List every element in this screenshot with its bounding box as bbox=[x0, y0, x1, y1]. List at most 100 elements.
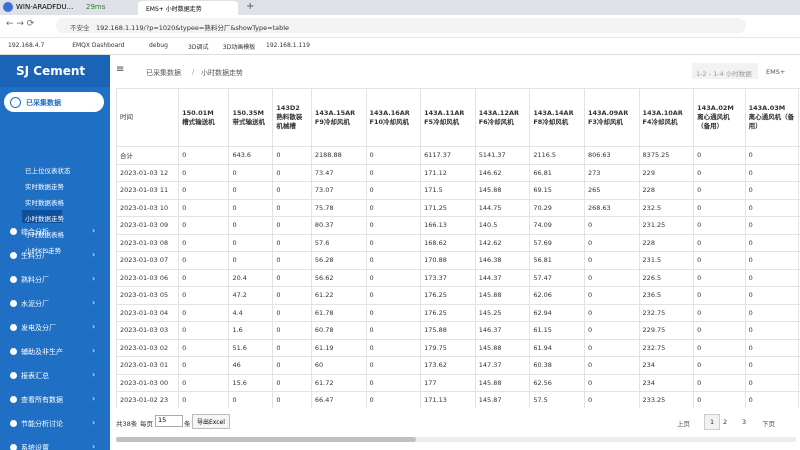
table-cell: 0 bbox=[178, 146, 230, 165]
table-cell: 0 bbox=[272, 268, 312, 287]
table-cell: 273 bbox=[583, 163, 640, 182]
submenu-item[interactable]: 实时数据走势 bbox=[25, 183, 64, 191]
table-row: 2023-01-03 01 0 46 0 60 0 173.62 147.37 60.38 0 23… bbox=[116, 356, 800, 375]
page-number[interactable]: 1 bbox=[704, 414, 721, 430]
table-cell: 0 bbox=[272, 216, 312, 235]
table-cell: 0 bbox=[272, 251, 312, 270]
column-header[interactable]: 150.35M 带式输送机 bbox=[228, 88, 274, 147]
table-cell: 231.25 bbox=[638, 216, 695, 235]
table-cell: 0 bbox=[365, 163, 422, 182]
nav-buttons: ← → ⟳ bbox=[6, 19, 35, 29]
bookmark[interactable]: debug bbox=[149, 42, 168, 49]
table-cell: 60.38 bbox=[529, 356, 585, 375]
tab[interactable]: EMS+ 小时数据走势 bbox=[146, 6, 202, 13]
submenu-item[interactable]: 小时KPI走势 bbox=[25, 247, 62, 255]
table-cell: 2023-01-03 09 bbox=[116, 216, 180, 235]
column-header[interactable]: 时间 bbox=[116, 88, 180, 147]
menu-item[interactable]: 辅助及非生产 bbox=[21, 348, 63, 356]
table-cell: 57.6 bbox=[310, 233, 367, 252]
table-cell: 0 bbox=[272, 286, 312, 305]
submenu-item[interactable]: 实时数据表格 bbox=[25, 199, 64, 207]
table-cell: 0 bbox=[744, 163, 800, 182]
menu-item[interactable]: 系统设置 bbox=[21, 444, 49, 450]
table-cell: 61.19 bbox=[310, 338, 367, 357]
menu-item[interactable]: 发电及分厂 bbox=[21, 324, 56, 332]
menu-item[interactable]: 生料分厂 bbox=[21, 252, 49, 260]
table-cell: 166.13 bbox=[420, 216, 476, 235]
range: 1-2 - 1-4 小时数据 bbox=[696, 70, 752, 78]
column-header[interactable]: 143A.03M 离心通风机（备用） bbox=[744, 88, 800, 147]
table-row: 2023-01-03 09 0 0 0 80.37 0 166.13 140.5 74.09 0 2… bbox=[116, 216, 800, 235]
column-header[interactable]: 143A.11AR F5冷却风机 bbox=[420, 88, 476, 147]
menu-item[interactable]: 水泥分厂 bbox=[21, 300, 49, 308]
menu-item[interactable]: 综合分析 bbox=[21, 228, 49, 236]
table-cell: 171.13 bbox=[420, 391, 476, 408]
table-cell: 2023-01-03 04 bbox=[116, 303, 180, 322]
table-cell: 0 bbox=[272, 233, 312, 252]
column-name: F4冷却风机 bbox=[642, 117, 678, 126]
column-header[interactable]: 150.01M 槽式输送机 bbox=[178, 88, 230, 147]
table-cell: 0 bbox=[365, 321, 422, 340]
table-cell: 56.28 bbox=[310, 251, 367, 270]
bookmark[interactable]: 192.168.1.119 bbox=[266, 42, 310, 49]
user[interactable]: EMS+ bbox=[766, 68, 786, 76]
column-header[interactable]: 143A.16AR F10冷却风机 bbox=[365, 88, 422, 147]
table-cell: 57.5 bbox=[529, 391, 585, 408]
active-menu[interactable]: 已采集数据 bbox=[26, 99, 61, 107]
table-cell: 0 bbox=[744, 391, 800, 408]
table-cell: 0 bbox=[365, 373, 422, 392]
table-row: 2023-01-03 08 0 0 0 57.6 0 168.62 142.62 57.69 0 2… bbox=[116, 233, 800, 252]
url[interactable]: 192.168.1.119/?p=1020&typee=熟料分厂&showTyp… bbox=[96, 24, 290, 32]
bookmark[interactable]: EMQX Dashboard bbox=[72, 42, 125, 49]
table-cell: 171.12 bbox=[420, 163, 476, 182]
table-cell: 0 bbox=[693, 321, 746, 340]
bookmark[interactable]: 3D动画模板 bbox=[222, 44, 256, 51]
column-header[interactable]: 143A.09AR F3冷却风机 bbox=[583, 88, 640, 147]
table-cell: 145.25 bbox=[474, 303, 531, 322]
table-cell: 0 bbox=[272, 356, 312, 375]
column-header[interactable]: 143A.10AR F4冷却风机 bbox=[638, 88, 695, 147]
table-cell: 2116.5 bbox=[529, 146, 585, 165]
per-page-select[interactable]: 15 bbox=[155, 415, 183, 427]
bookmark[interactable]: 3D调试 bbox=[188, 44, 209, 51]
menu-item[interactable]: 报表汇总 bbox=[21, 372, 49, 380]
export-button[interactable]: 导出Excel bbox=[192, 414, 230, 429]
thead: 时间 150.01M 槽式输送机 150.35M 带式输送机 143D2 熟料散装机械槽 14… bbox=[116, 88, 800, 147]
column-header[interactable]: 143A.02M 离心通风机（备用） bbox=[693, 88, 746, 147]
submenu-item[interactable]: 小时数据表格 bbox=[25, 231, 64, 239]
table-cell: 0 bbox=[178, 373, 230, 392]
submenu-item[interactable]: 已上位仪表状态 bbox=[25, 167, 71, 175]
column-header[interactable]: 143D2 熟料散装机械槽 bbox=[272, 88, 312, 147]
table-cell: 0 bbox=[583, 338, 640, 357]
bookmark[interactable]: 192.168.4.7 bbox=[8, 42, 45, 49]
submenu-item[interactable]: 小时数据走势 bbox=[25, 215, 64, 223]
menu-icon bbox=[10, 396, 17, 403]
page-number[interactable]: 2 bbox=[723, 418, 728, 426]
tab-active[interactable] bbox=[138, 1, 238, 15]
menu-item[interactable]: 节能分析讨论 bbox=[21, 420, 63, 428]
menu-icon bbox=[10, 372, 17, 379]
breadcrumb[interactable]: 已采集数据 bbox=[146, 69, 181, 77]
next-page[interactable]: 下页 bbox=[762, 420, 775, 428]
hamburger[interactable]: ≡ bbox=[116, 64, 125, 75]
tab[interactable]: WIN-ARADFDU... bbox=[16, 3, 74, 11]
scroll-thumb[interactable] bbox=[116, 437, 416, 442]
table-cell: 2023-01-02 23 bbox=[116, 391, 180, 408]
menu-item[interactable]: 查看所有数据 bbox=[21, 396, 63, 404]
column-header[interactable]: 143A.14AR F8冷却风机 bbox=[529, 88, 585, 147]
table-cell: 69.15 bbox=[529, 181, 585, 200]
table-cell: 0 bbox=[693, 338, 746, 357]
table-cell: 0 bbox=[744, 373, 800, 392]
column-name: F9冷却风机 bbox=[314, 117, 350, 126]
table-cell: 0 bbox=[744, 251, 800, 270]
table-cell: 0 bbox=[365, 216, 422, 235]
menu-icon bbox=[10, 348, 17, 355]
prev-page[interactable]: 上页 bbox=[677, 420, 690, 428]
column-header[interactable]: 320AR01生活水池循环水泵联合泵房 bbox=[798, 88, 800, 147]
menu-item[interactable]: 熟料分厂 bbox=[21, 276, 49, 284]
menu-icon bbox=[10, 97, 21, 108]
column-header[interactable]: 143A.15AR F9冷却风机 bbox=[310, 88, 367, 147]
column-header[interactable]: 143A.12AR F6冷却风机 bbox=[474, 88, 531, 147]
table-cell: 0 bbox=[178, 216, 230, 235]
page-number[interactable]: 3 bbox=[742, 418, 747, 426]
